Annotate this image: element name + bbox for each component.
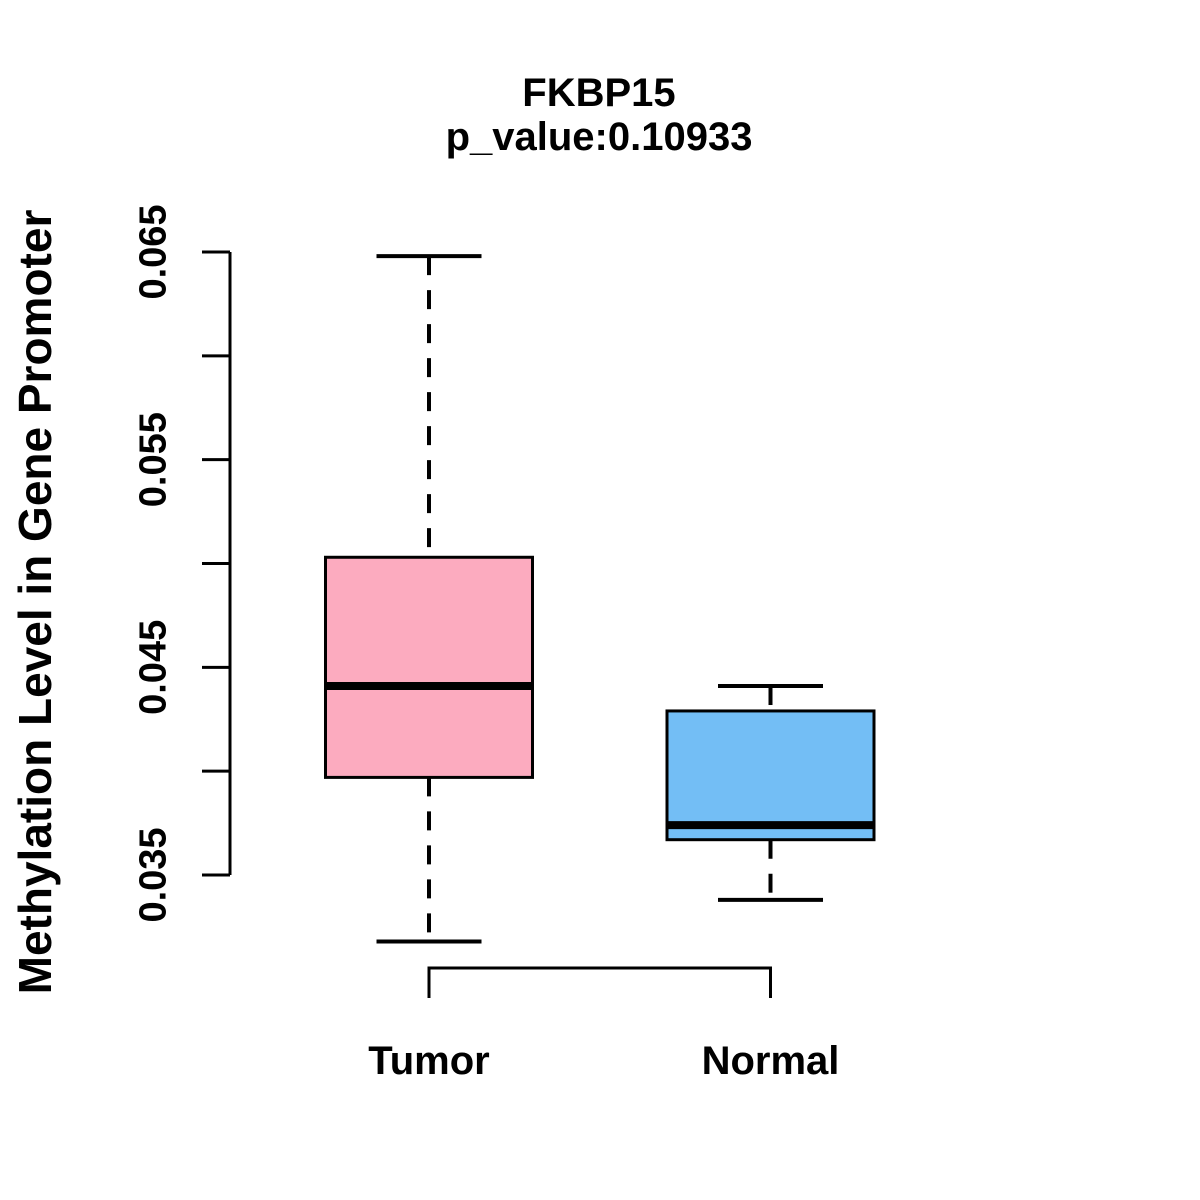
box-normal: [665, 709, 876, 842]
box-tumor: [324, 555, 534, 779]
comparison-bracket: [427, 966, 772, 998]
y-axis-tick-label: 0.065: [132, 204, 174, 299]
chart-title: FKBP15: [522, 71, 676, 115]
x-axis-label-normal: Normal: [702, 1039, 840, 1083]
y-axis-tick-label: 0.035: [132, 827, 174, 922]
y-axis-tick-label: 0.045: [132, 620, 174, 715]
chart-subtitle: p_value:0.10933: [445, 115, 753, 159]
x-axis-label-tumor: Tumor: [368, 1039, 489, 1083]
y-axis-tick-label: 0.055: [132, 412, 174, 507]
